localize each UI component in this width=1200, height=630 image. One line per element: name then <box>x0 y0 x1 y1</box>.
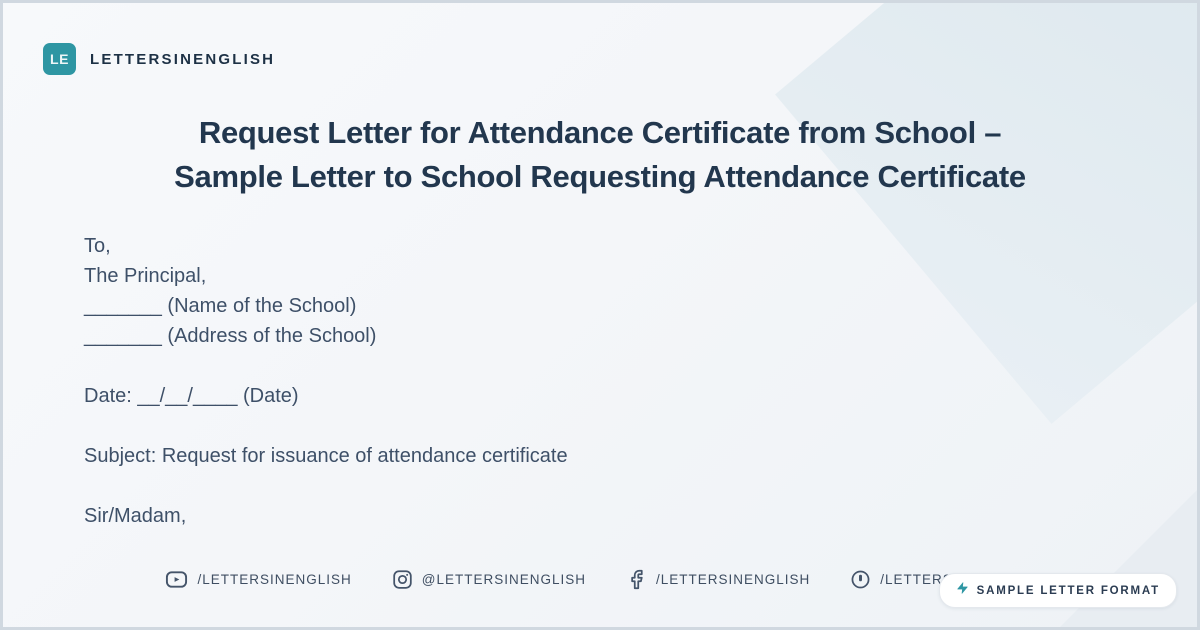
page-title-line2: Sample Letter to School Requesting Atten… <box>174 159 1026 194</box>
brand-name: LETTERSINENGLISH <box>90 50 276 68</box>
social-link-facebook[interactable]: /LETTERSINENGLISH <box>626 569 810 590</box>
sample-letter-format-button[interactable]: SAMPLE LETTER FORMAT <box>938 573 1177 608</box>
page-title: Request Letter for Attendance Certificat… <box>3 111 1197 199</box>
social-link-instagram[interactable]: @LETTERSINENGLISH <box>392 569 586 590</box>
youtube-handle: /LETTERSINENGLISH <box>197 572 352 587</box>
decor-diamond-top-right <box>775 3 1197 424</box>
instagram-icon <box>392 569 413 590</box>
social-link-youtube[interactable]: /LETTERSINENGLISH <box>165 568 351 591</box>
youtube-icon <box>165 568 188 591</box>
brand-header: LE LETTERSINENGLISH <box>43 43 275 75</box>
letter-salutation: Sir/Madam, <box>84 505 187 527</box>
page-title-line1: Request Letter for Attendance Certificat… <box>198 115 1002 150</box>
lightning-icon <box>956 581 969 600</box>
letter-recipient: The Principal, <box>84 265 207 287</box>
letter-subject: Subject: Request for issuance of attenda… <box>84 445 568 467</box>
letter-school-name: _______ (Name of the School) <box>84 295 357 317</box>
sample-letter-format-label: SAMPLE LETTER FORMAT <box>976 584 1160 597</box>
letter-school-address: _______ (Address of the School) <box>84 325 377 347</box>
instagram-handle: @LETTERSINENGLISH <box>421 572 586 587</box>
letter-body: To, The Principal, _______ (Name of the … <box>84 231 568 531</box>
letter-to: To, <box>84 235 111 257</box>
pinterest-icon <box>850 569 871 590</box>
facebook-icon <box>626 569 647 590</box>
brand-logo[interactable]: LE <box>43 43 76 75</box>
brand-logo-text: LE <box>50 51 69 67</box>
facebook-handle: /LETTERSINENGLISH <box>655 572 811 587</box>
letter-date: Date: __/__/____ (Date) <box>84 385 299 407</box>
